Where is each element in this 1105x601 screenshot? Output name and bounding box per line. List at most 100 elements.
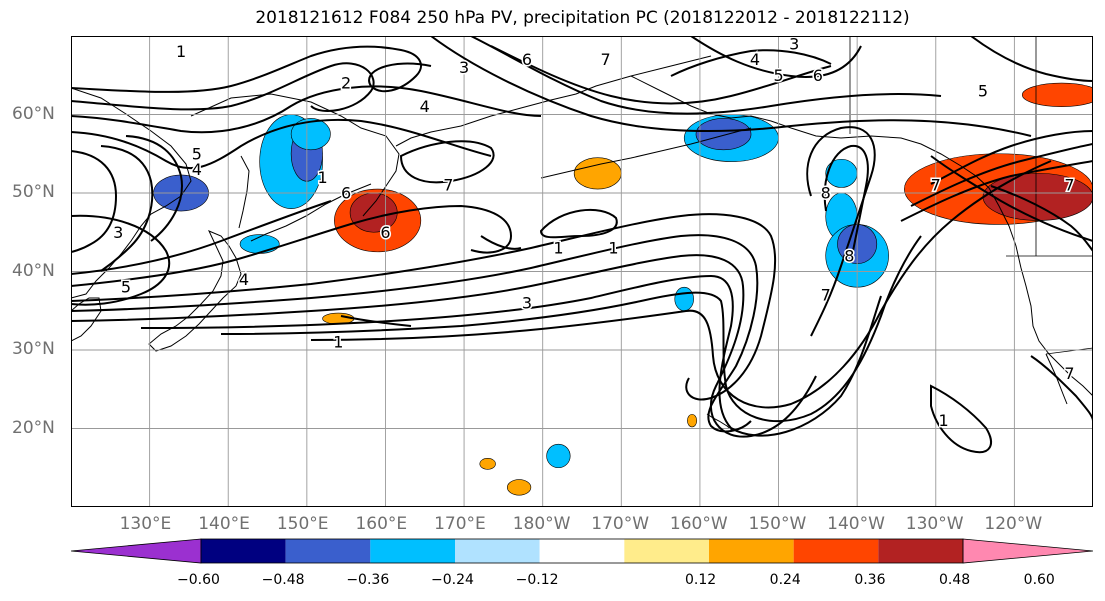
longitude-label: 150°W: [748, 514, 807, 534]
pv-contours: [71, 36, 1093, 454]
longitude-label: 170°W: [591, 514, 650, 534]
precip-anomaly-pacific-dry-small: [674, 286, 694, 312]
colorbar-tick-label: 0.60: [1023, 572, 1055, 588]
pv-contour: [220, 235, 922, 423]
map-frame: [71, 36, 1093, 507]
latitude-label: 20°N: [12, 417, 55, 438]
pv-contour: [71, 118, 492, 170]
pv-contour: [71, 213, 777, 401]
pv-contour-label: 3: [113, 223, 123, 242]
colorbar-tick-label: −0.24: [431, 572, 474, 588]
pv-contour: [900, 160, 1093, 222]
colorbar-segment: [539, 539, 625, 563]
pv-contour: [930, 155, 1093, 242]
pv-contour: [823, 144, 869, 262]
kuril-islands: [250, 183, 372, 242]
pv-contour-label: 7: [931, 176, 941, 195]
colorbar-tick-label: 0.36: [854, 572, 886, 588]
pv-contour-label: 5: [978, 81, 988, 100]
pv-contour-label: 1: [553, 238, 563, 257]
pv-contour-label: 5: [773, 66, 783, 85]
pv-contour-label: 3: [459, 58, 469, 77]
precip-anomaly-midpac-wet-3: [479, 458, 496, 470]
precip-anomaly-hawaii-dry: [546, 443, 571, 469]
pv-contour: [539, 208, 618, 239]
pv-contour: [930, 130, 1093, 185]
pv-contour: [71, 45, 432, 93]
map-title: 2018121612 F084 250 hPa PV, precipitatio…: [255, 8, 910, 28]
pv-contour: [310, 160, 1052, 409]
pv-contour-label: 1: [939, 411, 949, 430]
longitude-label: 140°W: [827, 514, 885, 534]
precip-anomaly-midpac-wet-2: [507, 479, 532, 496]
kamchatka-coastline: [395, 55, 712, 147]
pv-contour-label: 7: [443, 176, 453, 195]
latitude-label: 40°N: [12, 260, 55, 281]
japan-coastline: [148, 230, 242, 352]
pv-contour-label: 4: [420, 97, 430, 116]
longitude-label: 170°E: [434, 514, 486, 534]
pv-contour: [670, 49, 832, 77]
pv-contour: [990, 185, 1093, 252]
pv-contour-label: 1: [608, 238, 618, 257]
pv-contour: [490, 45, 832, 105]
pv-contour-label: 7: [821, 286, 831, 305]
pv-contour: [690, 36, 862, 78]
colorbar-segment: [709, 539, 794, 563]
colorbar-lower-extend: [71, 538, 202, 564]
pv-contour-label: 5: [192, 144, 202, 163]
us-mexico-border: [1045, 347, 1093, 355]
longitude-label: 180°W: [512, 514, 571, 534]
pv-contour: [71, 214, 171, 306]
colorbar-segment: [624, 539, 709, 563]
longitude-label: 160°W: [669, 514, 728, 534]
pv-contour-label: 3: [522, 293, 532, 312]
colorbar-segment: [455, 539, 540, 563]
pv-contour: [100, 145, 154, 272]
pv-contour: [140, 274, 882, 437]
pv-contour: [71, 204, 513, 287]
pv-contour-label: 7: [1064, 364, 1074, 383]
pv-contour: [806, 126, 876, 337]
colorbar-segment: [878, 539, 963, 563]
pv-contour: [340, 315, 412, 327]
precipitation-pc-layer: [153, 82, 1093, 496]
latitude-label: 60°N: [12, 103, 55, 124]
pv-contour-label: 6: [522, 50, 532, 69]
pv-contour: [71, 200, 332, 275]
north-america-west-coastline: [1020, 267, 1093, 397]
pv-contour: [970, 36, 1093, 82]
colorbar-segment: [793, 539, 879, 563]
colorbar-tick-label: −0.48: [261, 572, 305, 588]
colorbar-tick-label: 0.12: [685, 572, 717, 588]
pv-contour: [125, 135, 183, 242]
pv-contour-label: 8: [821, 184, 831, 203]
latitude-label: 50°N: [12, 182, 55, 202]
colorbar-tick-label: 0.48: [939, 572, 971, 588]
longitude-label: 160°E: [355, 514, 408, 534]
pv-contour: [71, 150, 118, 253]
pv-contour-label: 6: [813, 66, 823, 85]
pv-contour-label: 4: [750, 50, 760, 69]
pv-contour-label: 3: [789, 36, 799, 53]
map-gridlines: [71, 36, 1093, 507]
precip-anomaly-alaska-dry-core: [695, 118, 752, 151]
colorbar: [71, 538, 1093, 564]
longitude-label: 140°E: [198, 514, 250, 534]
pv-contour: [71, 254, 817, 438]
pv-contour-label: 7: [1064, 176, 1074, 195]
pv-contour-label: 4: [192, 160, 202, 179]
pv-contour: [399, 140, 495, 184]
longitude-label: 130°W: [905, 514, 964, 534]
pv-contour: [71, 85, 542, 134]
alaska-coastline: [630, 75, 1022, 269]
pv-contour-label: 6: [380, 223, 390, 242]
pv-contour-label: 5: [121, 278, 131, 297]
colorbar-segment: [201, 539, 286, 563]
pv-contour-label: 1: [333, 333, 343, 352]
latitude-label: 30°N: [12, 339, 55, 359]
colorbar-tick-label: −0.60: [177, 572, 220, 588]
pv-contour: [470, 36, 942, 115]
